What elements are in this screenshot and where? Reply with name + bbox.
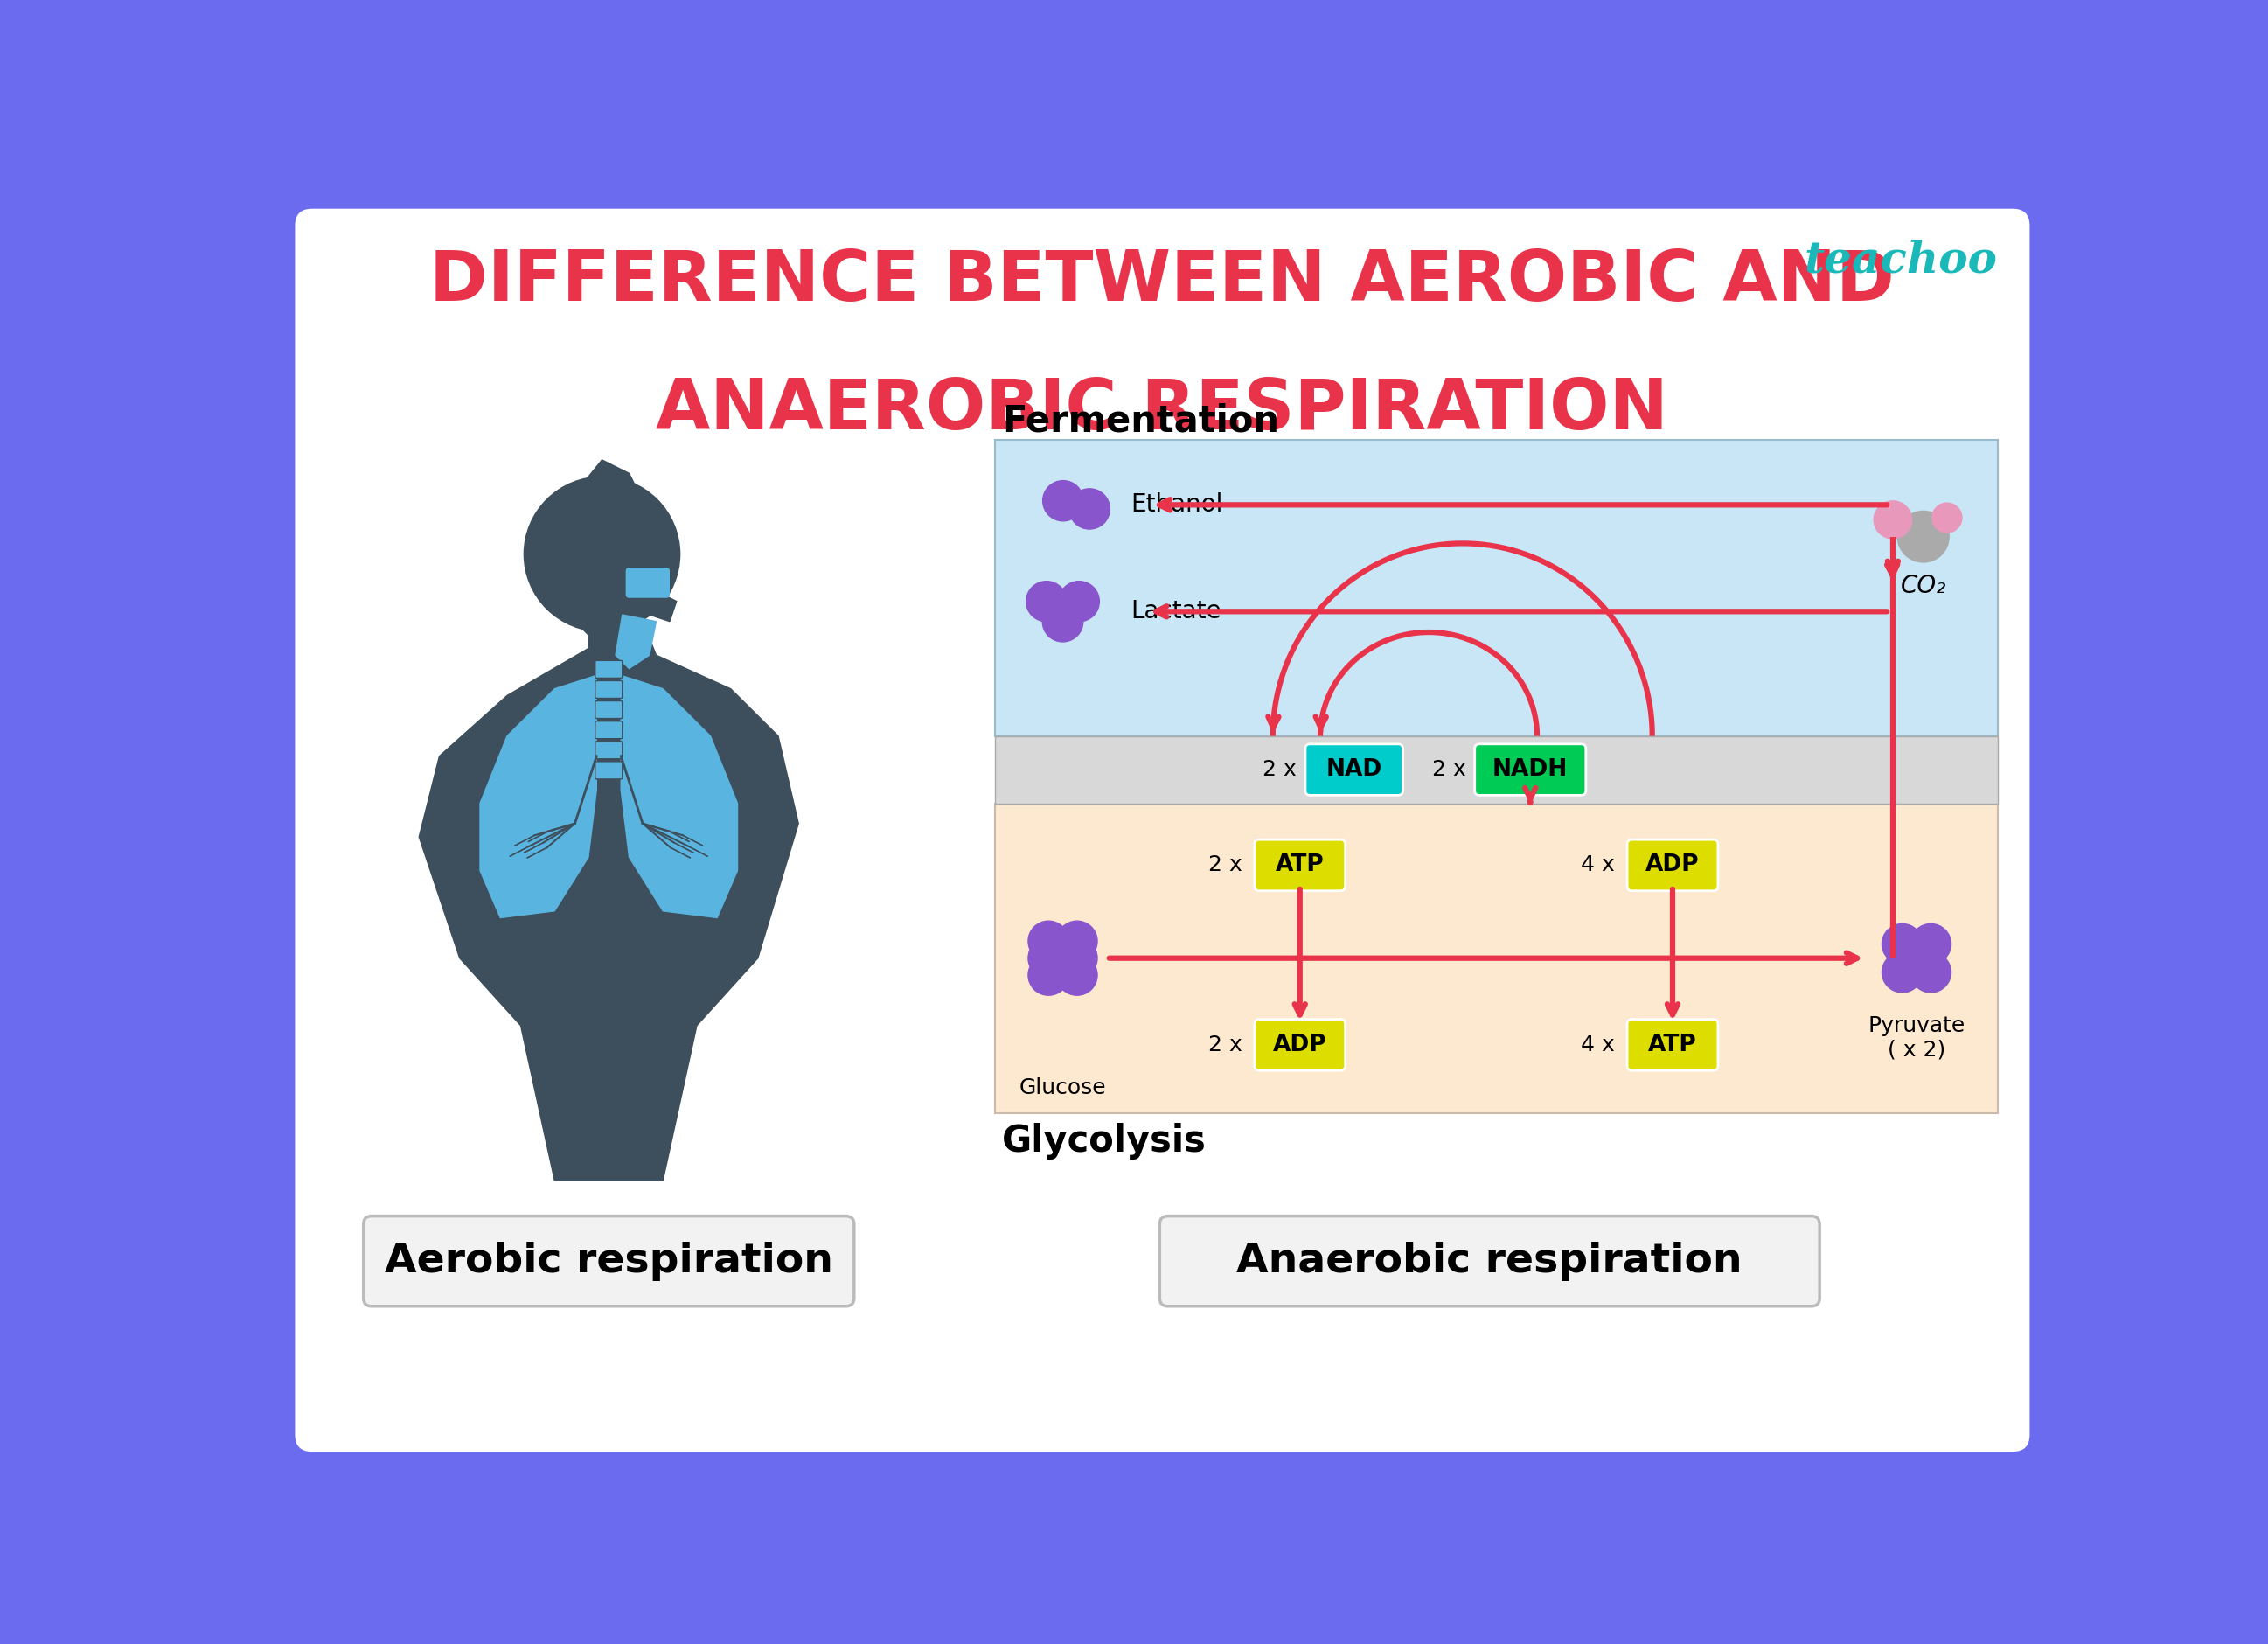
FancyBboxPatch shape (284, 197, 2041, 1463)
Circle shape (1873, 501, 1912, 539)
Text: ADP: ADP (1272, 1034, 1327, 1055)
FancyBboxPatch shape (594, 741, 621, 760)
Text: NADH: NADH (1492, 758, 1567, 781)
Polygon shape (621, 676, 737, 917)
Circle shape (1882, 924, 1923, 965)
Text: ANAEROBIC RESPIRATION: ANAEROBIC RESPIRATION (655, 376, 1669, 444)
Circle shape (1057, 921, 1098, 962)
Text: NAD: NAD (1327, 758, 1381, 781)
Polygon shape (615, 615, 655, 669)
Circle shape (1025, 582, 1066, 621)
FancyBboxPatch shape (1159, 1217, 1819, 1307)
FancyBboxPatch shape (594, 681, 621, 699)
FancyBboxPatch shape (626, 567, 669, 598)
Circle shape (1882, 952, 1923, 993)
FancyBboxPatch shape (594, 700, 621, 718)
FancyBboxPatch shape (594, 761, 621, 779)
Polygon shape (649, 589, 676, 621)
Text: Glucose: Glucose (1018, 1077, 1107, 1098)
Circle shape (1059, 582, 1100, 621)
Circle shape (1910, 952, 1950, 993)
Text: ATP: ATP (1649, 1034, 1696, 1055)
Polygon shape (481, 676, 596, 917)
FancyBboxPatch shape (1474, 745, 1585, 796)
Circle shape (1057, 939, 1098, 978)
Text: teachoo: teachoo (1803, 238, 1998, 281)
FancyBboxPatch shape (363, 1217, 855, 1307)
Circle shape (524, 477, 680, 631)
Circle shape (1057, 955, 1098, 995)
FancyBboxPatch shape (1626, 840, 1717, 891)
FancyBboxPatch shape (996, 439, 1998, 737)
Circle shape (1910, 924, 1950, 965)
Text: Anaerobic respiration: Anaerobic respiration (1236, 1241, 1742, 1281)
Text: Aerobic respiration: Aerobic respiration (386, 1241, 832, 1281)
Circle shape (1043, 602, 1084, 641)
Circle shape (1068, 488, 1109, 529)
Text: Pyruvate
( x 2): Pyruvate ( x 2) (1869, 1016, 1964, 1060)
Circle shape (1043, 480, 1084, 521)
Text: Glycolysis: Glycolysis (1002, 1123, 1207, 1161)
Text: DIFFERENCE BETWEEN AEROBIC AND: DIFFERENCE BETWEEN AEROBIC AND (429, 248, 1896, 316)
Text: 2 x: 2 x (1431, 760, 1465, 781)
FancyBboxPatch shape (1626, 1019, 1717, 1070)
Text: 4 x: 4 x (1581, 1034, 1615, 1055)
Text: Ethanol: Ethanol (1129, 493, 1222, 518)
FancyBboxPatch shape (996, 804, 1998, 1113)
Polygon shape (420, 487, 798, 1180)
Text: CO₂: CO₂ (1901, 574, 1946, 598)
Circle shape (1027, 939, 1068, 978)
Circle shape (1027, 955, 1068, 995)
FancyBboxPatch shape (1254, 1019, 1345, 1070)
Text: 2 x: 2 x (1209, 855, 1243, 876)
Text: 2 x: 2 x (1263, 760, 1297, 781)
Text: ADP: ADP (1647, 853, 1699, 876)
FancyBboxPatch shape (1254, 840, 1345, 891)
Text: 2 x: 2 x (1209, 1034, 1243, 1055)
Text: Lactate: Lactate (1129, 600, 1220, 623)
FancyBboxPatch shape (594, 722, 621, 738)
Polygon shape (574, 460, 642, 500)
Text: Fermentation: Fermentation (1002, 403, 1279, 439)
Circle shape (1898, 511, 1948, 562)
FancyBboxPatch shape (1306, 745, 1404, 796)
Circle shape (1027, 921, 1068, 962)
FancyBboxPatch shape (594, 661, 621, 677)
FancyBboxPatch shape (295, 209, 2030, 1452)
Text: 4 x: 4 x (1581, 855, 1615, 876)
FancyBboxPatch shape (996, 737, 1998, 804)
Text: ATP: ATP (1275, 853, 1325, 876)
Circle shape (1932, 503, 1962, 533)
